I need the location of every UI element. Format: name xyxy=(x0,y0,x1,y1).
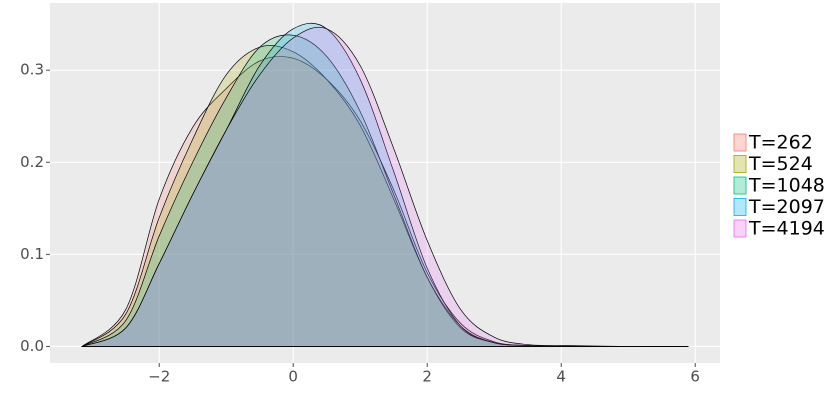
legend-key xyxy=(733,219,747,238)
x-tick-label: 6 xyxy=(690,368,700,386)
x-tick-label: 2 xyxy=(422,368,432,386)
y-tick-label: 0.3 xyxy=(20,61,44,79)
legend-label: T=524 xyxy=(748,153,813,175)
legend-key xyxy=(733,155,747,173)
density-area xyxy=(82,26,689,347)
legend-label: T=262 xyxy=(748,132,813,154)
panel xyxy=(50,3,720,363)
legend-key xyxy=(733,133,747,152)
x-tick-label: 0 xyxy=(288,368,298,386)
legend-label: T=1048 xyxy=(748,175,825,197)
y-tick-label: 0.1 xyxy=(20,245,44,263)
legend-key xyxy=(733,176,747,195)
x-tick-label: −2 xyxy=(148,368,170,386)
y-tick-label: 0.2 xyxy=(20,153,44,171)
legend-label: T=2097 xyxy=(748,196,825,218)
x-tick-label: 4 xyxy=(556,368,566,386)
y-tick-label: 0.0 xyxy=(20,337,44,355)
legend-label: T=4194 xyxy=(748,218,825,240)
legend-key xyxy=(733,198,747,216)
